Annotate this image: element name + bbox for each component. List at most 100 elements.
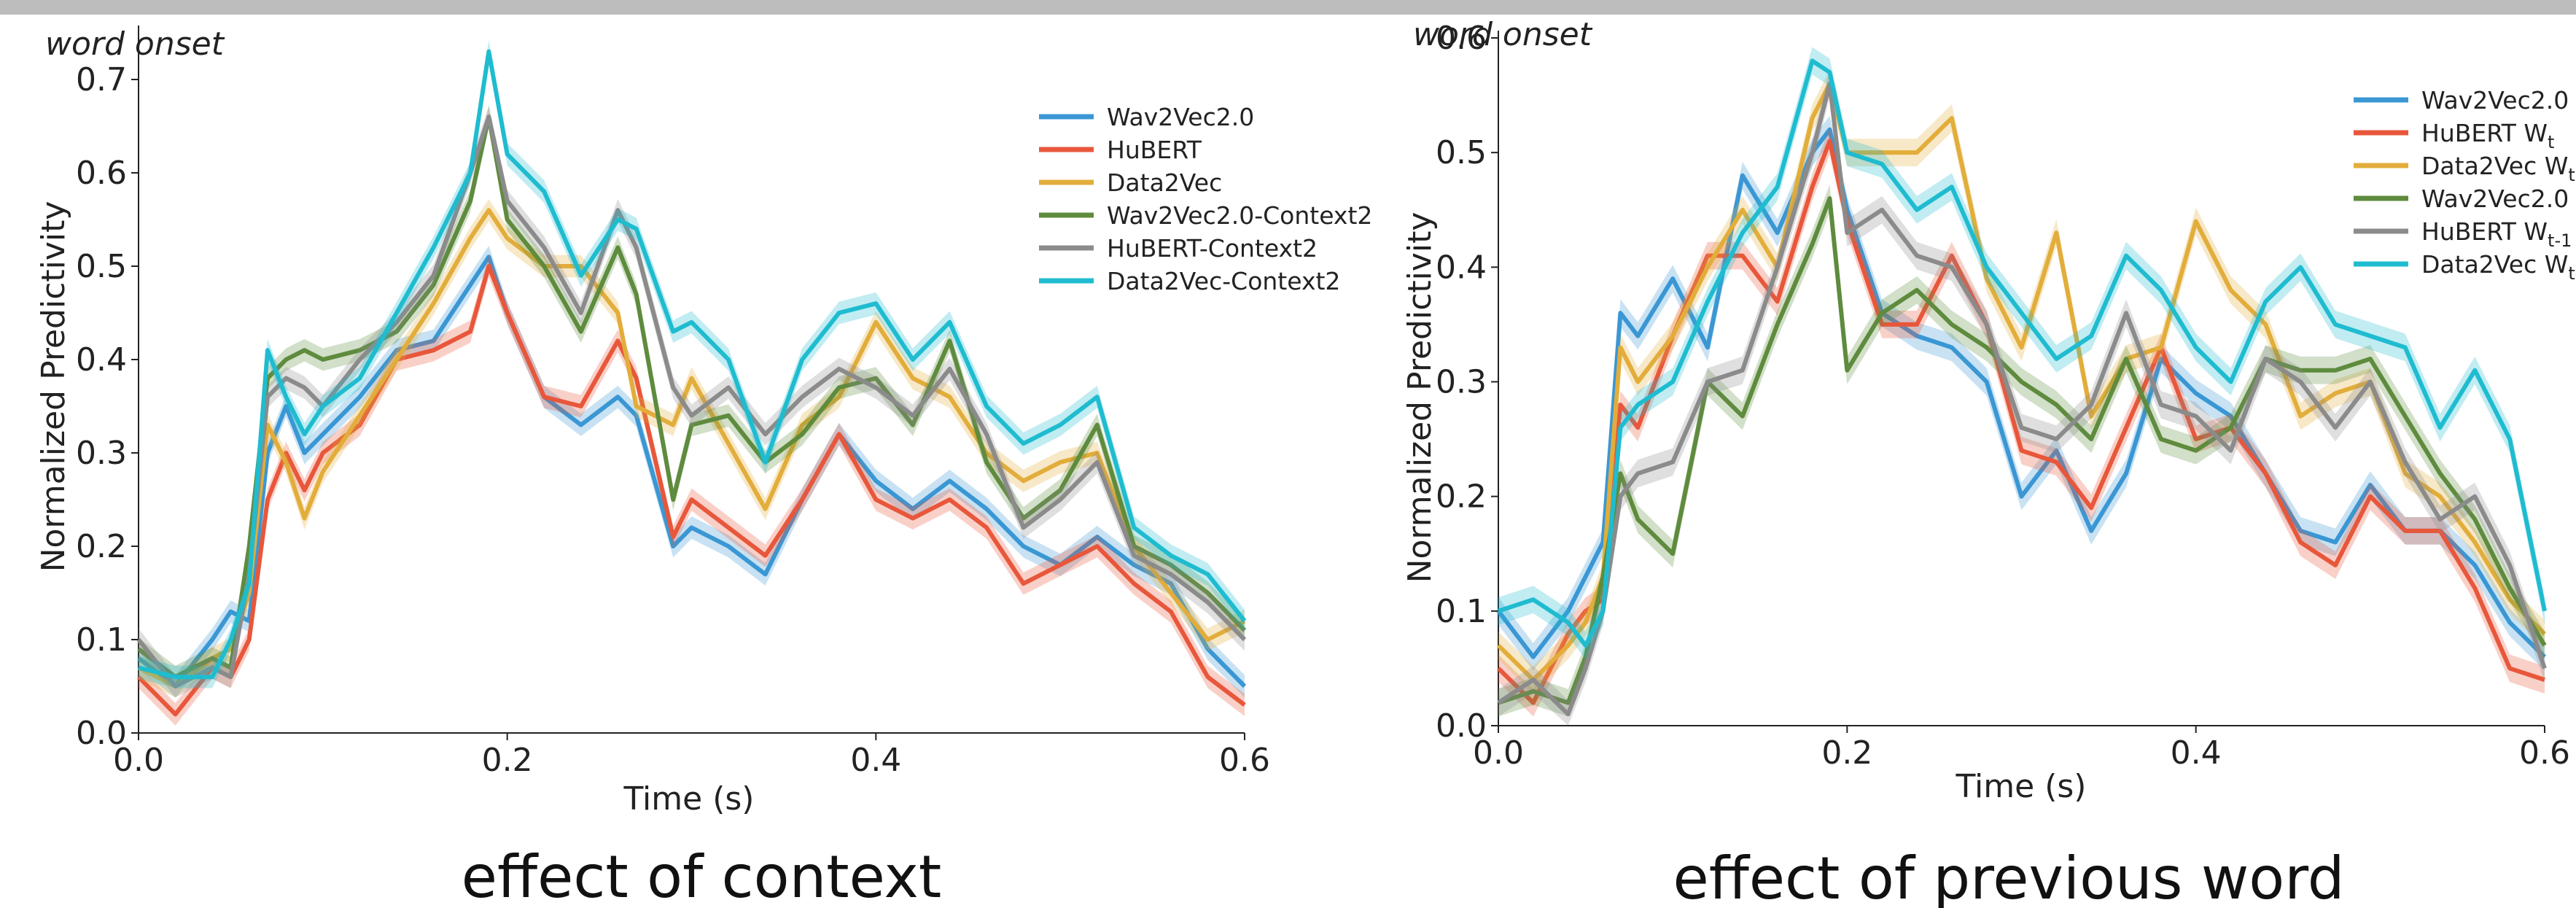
x-tick-label: 0.2 bbox=[482, 742, 533, 779]
legend-label: HuBERT-Context2 bbox=[1107, 234, 1318, 263]
legend-label-subscript: t-1 bbox=[2568, 263, 2576, 284]
legend-label-text: HuBERT W bbox=[2421, 217, 2548, 246]
legend-item: Wav2Vec2.0 Wt bbox=[2354, 86, 2576, 120]
series-3 bbox=[1498, 185, 2547, 717]
series-line bbox=[1496, 81, 2547, 683]
legend-label: HuBERT Wt bbox=[2421, 119, 2554, 152]
series-line bbox=[1498, 58, 2547, 648]
legend-label-text: Data2Vec-Context2 bbox=[1107, 267, 1340, 295]
legend-label: Wav2Vec2.0 Wt bbox=[2421, 86, 2576, 120]
x-axis-label: Time (s) bbox=[1956, 768, 2087, 805]
y-tick-label: 0.0 bbox=[76, 715, 127, 752]
series-line bbox=[138, 49, 1247, 680]
x-tick-label: 0.4 bbox=[850, 742, 901, 779]
word-onset-label: word onset bbox=[1413, 16, 1593, 53]
y-axis-label: Normalized Predictivity bbox=[35, 201, 72, 573]
x-tick-label: 0.2 bbox=[1821, 734, 1872, 772]
confidence-band bbox=[1498, 127, 2545, 717]
x-tick-label: 0.0 bbox=[113, 742, 164, 779]
top-bar bbox=[0, 0, 2576, 15]
x-tick-label: 0.6 bbox=[2519, 734, 2570, 772]
legend-item: Wav2Vec2.0 bbox=[1039, 103, 1254, 131]
legend-label-text: Data2Vec W bbox=[2421, 250, 2568, 279]
series-2 bbox=[137, 198, 1246, 698]
series-line bbox=[136, 115, 1247, 688]
y-tick-label: 0.6 bbox=[1436, 20, 1487, 57]
series-line bbox=[1496, 127, 2547, 659]
x-axis-label: Time (s) bbox=[623, 780, 755, 818]
legend-item: HuBERT-Context2 bbox=[1039, 234, 1318, 263]
legend-item: Data2Vec bbox=[1039, 168, 1222, 197]
legend-label-subscript: t-1 bbox=[2548, 230, 2572, 251]
confidence-band bbox=[139, 255, 1245, 726]
series-2 bbox=[1496, 70, 2547, 694]
legend-label-text: Wav2Vec2.0 W bbox=[2421, 185, 2576, 213]
series-4 bbox=[136, 105, 1247, 698]
legend-label: Data2Vec Wt bbox=[2421, 152, 2575, 185]
legend-item: Data2Vec-Context2 bbox=[1039, 267, 1340, 295]
chart-effect-of-context: word onset Normalized Predictivity Time … bbox=[35, 26, 1372, 908]
legend-label-subscript: t bbox=[2568, 165, 2575, 185]
series-0 bbox=[1496, 115, 2547, 671]
word-onset-label: word onset bbox=[45, 26, 225, 63]
y-tick-label: 0.3 bbox=[76, 435, 127, 472]
series-0 bbox=[137, 245, 1247, 698]
legend-item: Data2Vec Wt bbox=[2354, 152, 2575, 185]
chart-caption: effect of context bbox=[462, 843, 941, 908]
legend-label: Data2Vec Wt-1 bbox=[2421, 250, 2576, 284]
legend: Wav2Vec2.0 HuBERT Data2Vec Wav2Vec2.0-Conte… bbox=[1039, 103, 1372, 295]
series-line bbox=[137, 255, 1247, 688]
x-tick-label: 0.4 bbox=[2171, 734, 2222, 772]
confidence-band bbox=[1498, 70, 2545, 694]
series-line bbox=[137, 115, 1247, 680]
x-tick-label: 0.6 bbox=[1219, 742, 1270, 779]
legend-item: Wav2Vec2.0-Context2 bbox=[1039, 201, 1372, 230]
legend-item: HuBERT Wt-1 bbox=[2354, 217, 2572, 251]
legend-item: Wav2Vec2.0 Wt-1 bbox=[2354, 185, 2576, 218]
x-tick-label: 0.0 bbox=[1473, 734, 1524, 772]
legend-label-subscript: t bbox=[2548, 132, 2554, 152]
confidence-band bbox=[139, 198, 1245, 698]
confidence-band bbox=[139, 40, 1245, 688]
series-3 bbox=[137, 105, 1247, 688]
series-line bbox=[1498, 196, 2547, 705]
axes: 0.0 0.2 0.4 0.6 0.0 0.1 0.2 0.3 0.4 0.5 0.6 0.7 bbox=[76, 26, 1270, 779]
y-tick-label: 0.3 bbox=[1436, 364, 1487, 401]
series-5 bbox=[1498, 47, 2547, 659]
legend-label-text: HuBERT-Context2 bbox=[1107, 234, 1318, 263]
y-tick-label: 0.1 bbox=[76, 621, 127, 659]
y-tick-label: 0.1 bbox=[1436, 593, 1487, 630]
legend-label: HuBERT Wt-1 bbox=[2421, 217, 2572, 251]
legend-item: HuBERT bbox=[1039, 136, 1202, 164]
y-tick-label: 0.7 bbox=[76, 61, 127, 98]
y-tick-label: 0.2 bbox=[1436, 478, 1487, 516]
y-tick-label: 0.2 bbox=[76, 528, 127, 565]
legend-label-text: Data2Vec W bbox=[2421, 152, 2568, 180]
y-tick-label: 0.5 bbox=[1436, 134, 1487, 171]
legend-label: Wav2Vec2.0 Wt-1 bbox=[2421, 185, 2576, 218]
legend-label-text: Wav2Vec2.0 bbox=[1107, 103, 1254, 131]
chart-effect-of-previous-word: word onset Normalized Predictivity Time … bbox=[1401, 16, 2576, 908]
series-line bbox=[137, 208, 1246, 688]
chart-caption: effect of previous word bbox=[1673, 845, 2345, 908]
legend-label-text: HuBERT W bbox=[2421, 119, 2548, 147]
legend-label: Data2Vec-Context2 bbox=[1107, 267, 1340, 295]
legend-label: Data2Vec bbox=[1107, 168, 1222, 197]
y-tick-label: 0.4 bbox=[1436, 249, 1487, 286]
y-tick-label: 0.0 bbox=[1436, 707, 1487, 745]
plot-area: 0.0 0.2 0.4 0.6 0.0 0.1 0.2 0.3 0.4 0.5 0.6 bbox=[1436, 20, 2570, 772]
confidence-band bbox=[1498, 47, 2545, 659]
y-tick-label: 0.4 bbox=[76, 341, 127, 379]
legend-item: HuBERT Wt bbox=[2354, 119, 2554, 152]
legend-label-text: Wav2Vec2.0 W bbox=[2421, 86, 2576, 115]
y-axis-label: Normalized Predictivity bbox=[1401, 212, 1439, 583]
series-4 bbox=[1497, 70, 2547, 726]
y-tick-label: 0.5 bbox=[76, 248, 127, 285]
legend-label: Wav2Vec2.0-Context2 bbox=[1107, 201, 1372, 230]
y-tick-label: 0.6 bbox=[76, 155, 127, 192]
legend-label-text: HuBERT bbox=[1107, 136, 1202, 164]
legend-label-text: Wav2Vec2.0-Context2 bbox=[1107, 201, 1372, 230]
plot-area: 0.0 0.2 0.4 0.6 0.0 0.1 0.2 0.3 0.4 0.5 0.6 0.7 bbox=[76, 26, 1270, 779]
